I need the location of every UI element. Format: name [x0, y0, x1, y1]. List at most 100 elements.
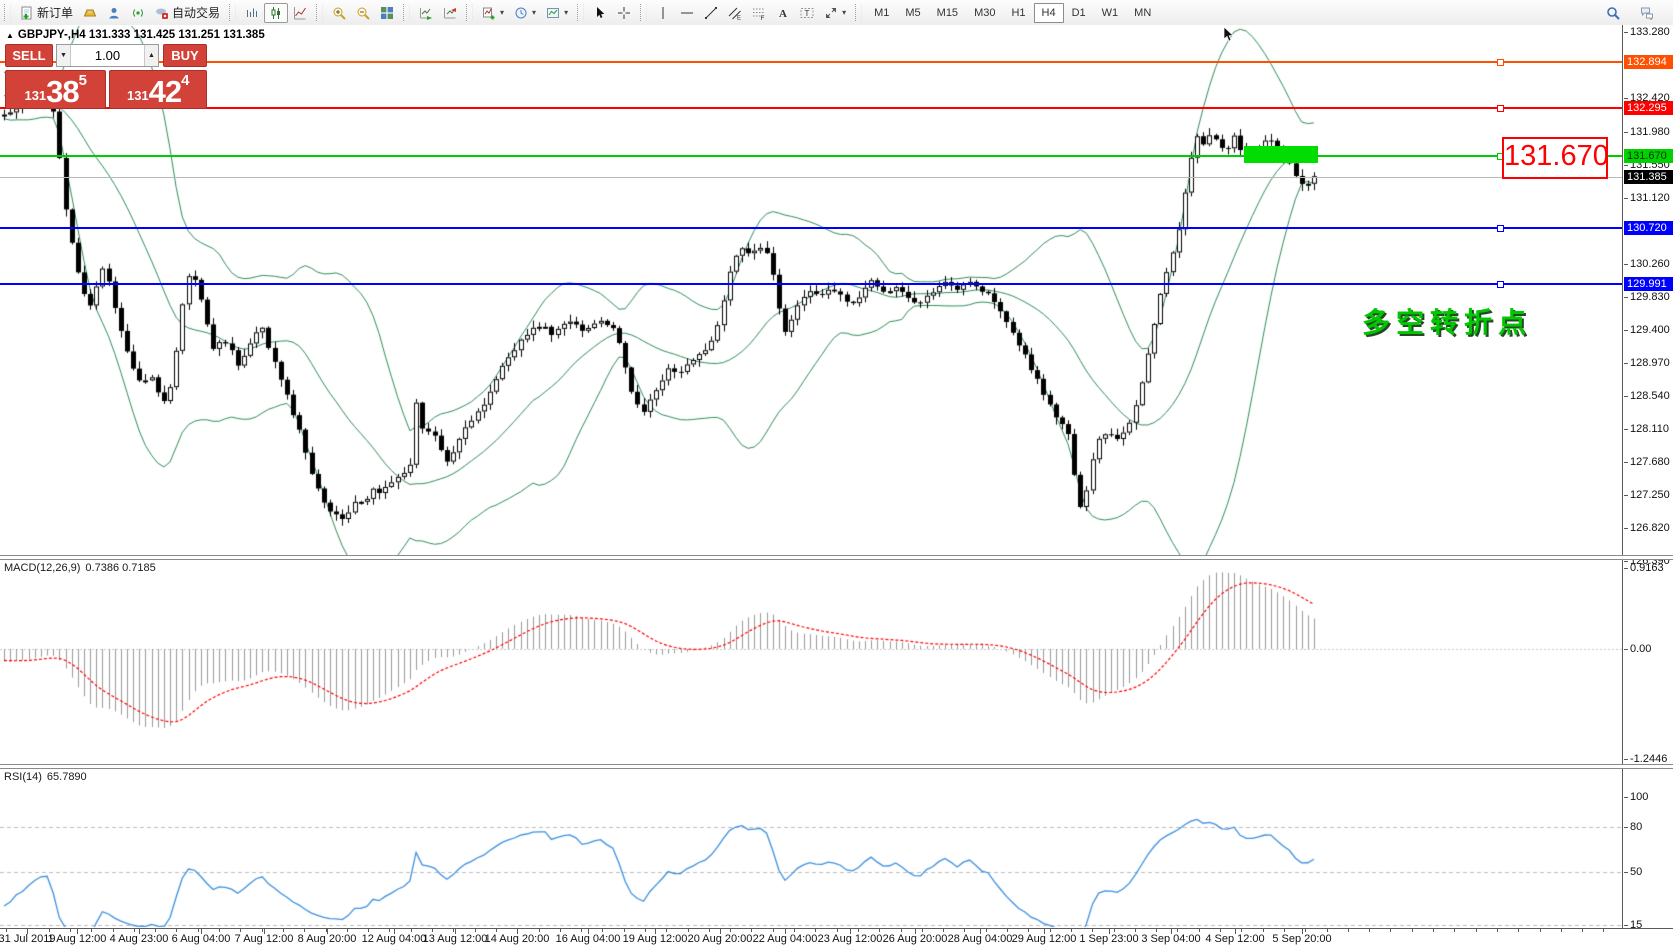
timeframe-mn-button[interactable]: MN: [1134, 6, 1152, 19]
volume-input[interactable]: [71, 45, 144, 66]
time-tick: [837, 929, 838, 932]
time-tick-label: 29 Aug 12:00: [1011, 933, 1077, 945]
fibonacci-button[interactable]: F: [747, 3, 771, 23]
toolbar-grip: [229, 4, 237, 21]
trendline-icon: [705, 6, 718, 19]
zoom-out-button[interactable]: [351, 3, 375, 23]
horizontal-line-129.991[interactable]: [0, 281, 1622, 288]
pane-splitter-macd[interactable]: [0, 555, 1673, 560]
chat-button[interactable]: [1635, 3, 1659, 23]
price-target-label[interactable]: 131.670: [1502, 137, 1609, 179]
cursor-button[interactable]: [588, 3, 612, 23]
time-tick-label: 6 Aug 04:00: [171, 933, 231, 945]
buy-price-prefix: 131: [126, 88, 149, 103]
chevron-down-icon[interactable]: ▾: [532, 8, 537, 17]
line-handle[interactable]: [1497, 225, 1504, 232]
search-button[interactable]: [1601, 3, 1625, 23]
timeframe-w1-button[interactable]: W1: [1101, 6, 1119, 19]
turning-point-annotation[interactable]: 多空转折点: [1362, 307, 1533, 338]
time-tick: [262, 929, 263, 932]
sell-button[interactable]: SELL: [5, 44, 53, 67]
svg-text:T: T: [805, 9, 810, 18]
autotrading-button[interactable]: 自动交易: [150, 1, 225, 24]
collapse-panel-icon[interactable]: ▲: [6, 31, 14, 40]
price-badge-130.720: 130.720: [1624, 221, 1673, 235]
text-button[interactable]: A: [771, 3, 795, 23]
price-chart-canvas[interactable]: [0, 25, 1673, 945]
time-axis[interactable]: 31 Jul 2019 1 Aug 12:00 4 Aug 23:00 6 Aug 0…: [0, 928, 1673, 945]
line-chart-button[interactable]: [288, 3, 312, 23]
time-tick-major: [655, 929, 656, 934]
signal-icon: [133, 8, 143, 17]
channel-button[interactable]: E: [723, 3, 747, 23]
highlight-rectangle[interactable]: [1244, 146, 1318, 163]
market-button[interactable]: [78, 3, 102, 23]
buy-price-pipette: 4: [181, 72, 190, 89]
timeframe-m30-button[interactable]: M30: [974, 6, 996, 19]
horizontal-line-130.72[interactable]: [0, 225, 1622, 232]
price-badge-132.894: 132.894: [1624, 55, 1673, 69]
line-handle[interactable]: [1497, 59, 1504, 66]
time-tick-label: 1 Aug 12:00: [47, 933, 107, 945]
templates-button[interactable]: ▾: [541, 3, 573, 23]
volume-decrease-icon[interactable]: ▼: [57, 45, 71, 66]
sell-price-display[interactable]: 131 38 5: [5, 70, 107, 109]
price-tick-label: 126.820: [1624, 522, 1670, 534]
time-tick: [901, 929, 902, 932]
price-axis[interactable]: 133.280132.850132.420131.980131.550131.1…: [1622, 25, 1673, 945]
chevron-down-icon[interactable]: ▾: [500, 8, 505, 17]
timeframe-m1-button[interactable]: M1: [874, 6, 890, 19]
horizontal-line-131.67[interactable]: [0, 153, 1622, 160]
chevron-down-icon[interactable]: ▾: [564, 8, 569, 17]
time-tick: [134, 929, 135, 932]
line-chart-icon: [294, 6, 306, 19]
time-tick-label: 4 Aug 23:00: [109, 933, 169, 945]
shapes-button[interactable]: ▾: [819, 3, 851, 23]
new-order-button[interactable]: 新订单: [15, 1, 78, 24]
time-tick-label: 8 Aug 20:00: [297, 933, 357, 945]
chevron-down-icon[interactable]: ▾: [842, 8, 847, 17]
bar-chart-button[interactable]: [240, 3, 264, 23]
time-tick-label: 22 Aug 04:00: [752, 933, 818, 945]
time-tick-major: [77, 929, 78, 934]
label-button[interactable]: T: [795, 3, 819, 23]
toolbar-grip: [316, 4, 324, 21]
pane-splitter-rsi[interactable]: [0, 764, 1673, 769]
time-tick: [1390, 929, 1391, 932]
community-button[interactable]: [102, 3, 126, 23]
buy-button[interactable]: BUY: [163, 44, 207, 67]
timeframe-m5-button[interactable]: M5: [905, 6, 921, 19]
timeframe-m15-button[interactable]: M15: [936, 6, 959, 19]
line-handle[interactable]: [1497, 105, 1504, 112]
timeframe-d1-button[interactable]: D1: [1071, 6, 1086, 19]
hline-button[interactable]: [675, 3, 699, 23]
volume-increase-icon[interactable]: ▲: [144, 45, 158, 66]
svg-text:A: A: [779, 8, 787, 20]
timeframe-h1-button[interactable]: H1: [1011, 6, 1026, 19]
candle-chart-button[interactable]: [264, 2, 289, 23]
horizontal-line-132.894[interactable]: [0, 59, 1622, 66]
new-chart-button[interactable]: ▾: [477, 3, 509, 23]
chart-shift-button[interactable]: [438, 3, 462, 23]
hline-icon: [681, 12, 694, 13]
time-tick: [1540, 929, 1541, 932]
line-handle[interactable]: [1497, 281, 1504, 288]
tile-windows-button[interactable]: [375, 3, 399, 23]
time-tick-label: 13 Aug 12:00: [422, 933, 488, 945]
periods-button[interactable]: ▾: [509, 3, 541, 23]
trendline-button[interactable]: [699, 3, 723, 23]
crosshair-button[interactable]: [612, 3, 636, 23]
vline-button[interactable]: [651, 3, 675, 23]
horizontal-line-132.295[interactable]: [0, 105, 1622, 112]
timeframe-h4-button[interactable]: H4: [1033, 2, 1064, 23]
price-badge-129.991: 129.991: [1624, 277, 1673, 291]
time-tick: [1582, 929, 1583, 932]
buy-price-display[interactable]: 131 42 4: [109, 70, 207, 109]
time-tick: [6, 929, 7, 932]
time-tick-label: 20 Aug 20:00: [687, 933, 753, 945]
rsi-tick-label: 80: [1623, 821, 1643, 833]
time-tick: [49, 929, 50, 932]
zoom-in-button[interactable]: [327, 3, 351, 23]
autoscroll-button[interactable]: [414, 3, 438, 23]
signals-button[interactable]: [126, 3, 150, 23]
